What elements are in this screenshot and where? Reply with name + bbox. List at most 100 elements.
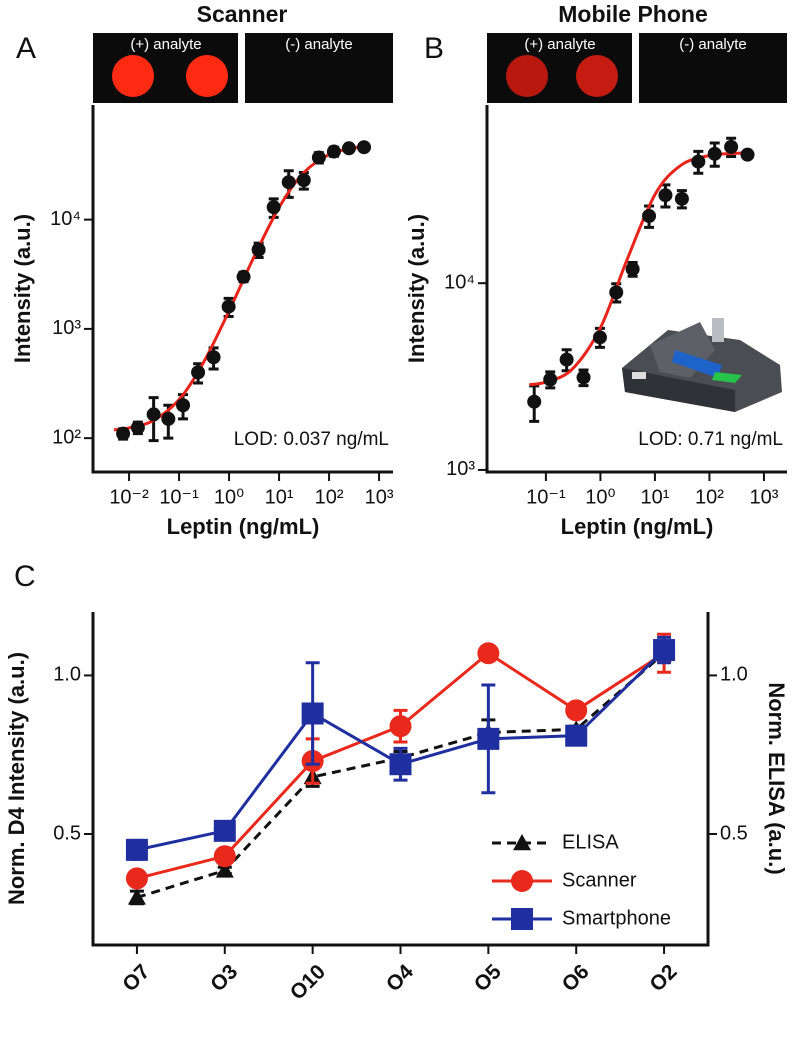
marker	[389, 715, 412, 738]
x-tick-label: 10¹	[265, 486, 294, 508]
fit-curve	[529, 151, 748, 387]
spot	[506, 55, 548, 97]
x-tick-label: 10²	[315, 486, 344, 508]
data-point	[221, 299, 236, 314]
x-tick-label: 10⁻¹	[159, 486, 199, 508]
data-point	[311, 150, 326, 165]
fit-curve	[113, 145, 365, 432]
legend-label: Scanner	[562, 869, 637, 891]
data-point	[266, 200, 281, 215]
x-tick-label: O10	[286, 960, 330, 1004]
data-point	[527, 394, 542, 409]
data-point	[691, 154, 706, 169]
image-label: (-) analyte	[285, 36, 353, 53]
data-point	[161, 411, 176, 426]
data-point	[724, 139, 739, 154]
device-knob	[712, 318, 724, 342]
x-tick-label: 10²	[695, 486, 724, 508]
y2-tick-label: 0.5	[720, 822, 748, 844]
marker	[213, 845, 236, 868]
data-point	[609, 285, 624, 300]
legend-label: Smartphone	[562, 907, 671, 929]
axis-line	[485, 105, 787, 474]
x-tick-label: O6	[558, 960, 594, 996]
marker	[513, 834, 531, 851]
axis-line	[91, 105, 393, 474]
panel-letter: C	[14, 560, 36, 593]
annotation: LOD: 0.037 ng/mL	[234, 429, 389, 450]
y-tick-label: 10²	[52, 426, 81, 448]
data-point	[251, 242, 266, 257]
data-point	[576, 370, 591, 385]
x-tick-label: O7	[118, 960, 154, 996]
marker	[511, 870, 533, 892]
device-side	[622, 368, 735, 412]
y-axis-label: Intensity (a.u.)	[10, 214, 35, 363]
marker	[477, 642, 500, 665]
data-point	[625, 262, 640, 277]
device-image	[622, 318, 782, 412]
marker	[213, 819, 236, 842]
data-point	[176, 398, 191, 413]
marker	[301, 702, 324, 725]
panel-title: Scanner	[197, 1, 288, 27]
data-point	[543, 372, 558, 387]
y-axis-label: Intensity (a.u.)	[404, 214, 429, 363]
photo	[245, 33, 393, 103]
y-tick-label: 0.5	[53, 822, 81, 844]
data-point	[146, 407, 161, 422]
marker	[125, 867, 148, 890]
data-point	[357, 140, 372, 155]
x-tick-label: 10³	[749, 486, 778, 508]
marker	[653, 639, 676, 662]
marker	[389, 753, 412, 776]
y2-tick-label: 1.0	[720, 664, 748, 686]
y-tick-label: 1.0	[53, 664, 81, 686]
panel-title: Mobile Phone	[558, 1, 708, 27]
panel-letter: B	[424, 32, 444, 65]
image-strip	[93, 33, 787, 103]
y-tick-label: 10³	[52, 317, 81, 339]
x-tick-label: O4	[382, 960, 418, 996]
image-label: (-) analyte	[679, 36, 747, 53]
data-point	[559, 352, 574, 367]
x-tick-label: O2	[645, 960, 681, 996]
marker	[125, 838, 148, 861]
marker	[565, 699, 588, 722]
x-tick-label: 10⁻²	[109, 486, 149, 508]
legend-label: ELISA	[562, 831, 619, 853]
spot	[112, 55, 154, 97]
device-port	[632, 372, 646, 379]
data-point	[642, 209, 657, 224]
panel-letter: A	[16, 32, 36, 65]
data-point	[206, 350, 221, 365]
marker	[477, 727, 500, 750]
marker	[511, 908, 533, 930]
spot	[576, 55, 618, 97]
spot	[186, 55, 228, 97]
data-point	[281, 175, 296, 190]
image-label: (+) analyte	[130, 36, 201, 53]
data-point	[674, 191, 689, 206]
annotation: LOD: 0.71 ng/mL	[638, 429, 783, 450]
y-tick-label: 10⁴	[50, 208, 81, 230]
x-axis-label: Leptin (ng/mL)	[561, 514, 714, 539]
photo	[639, 33, 787, 103]
data-point	[740, 147, 755, 162]
x-axis-label: Leptin (ng/mL)	[167, 514, 320, 539]
marker	[565, 724, 588, 747]
data-point	[658, 188, 673, 203]
x-tick-label: 10⁰	[214, 486, 244, 508]
data-point	[341, 141, 356, 156]
image-label: (+) analyte	[524, 36, 595, 53]
data-point	[326, 144, 341, 159]
y2-axis-label: Norm. ELISA (a.u.)	[764, 682, 789, 874]
data-point	[116, 426, 131, 441]
data-point	[707, 146, 722, 161]
data-point	[191, 365, 206, 380]
x-tick-label: 10¹	[640, 486, 669, 508]
device-lens	[672, 350, 722, 378]
x-tick-label: 10⁰	[585, 486, 615, 508]
x-tick-label: O3	[206, 960, 242, 996]
